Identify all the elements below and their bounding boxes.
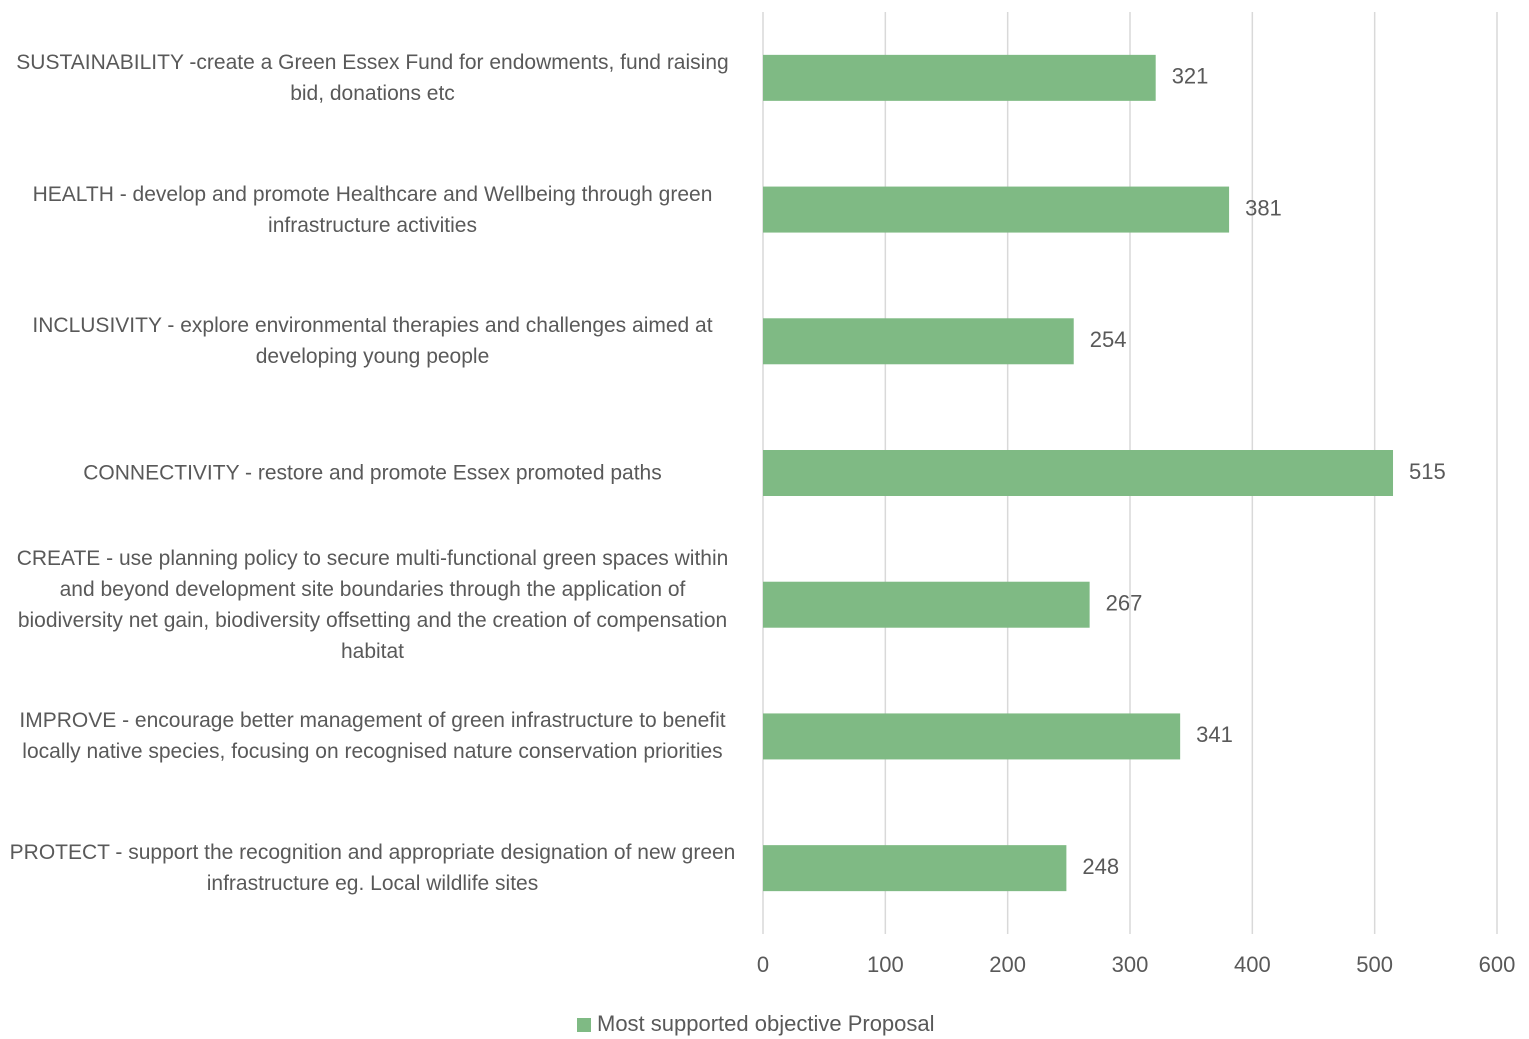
data-label: 248 xyxy=(1082,854,1119,879)
y-tick-label: PROTECT - support the recognition and ap… xyxy=(9,841,736,896)
y-tick-label: CREATE - use planning policy to secure m… xyxy=(16,546,729,663)
x-tick-label: 100 xyxy=(867,952,904,977)
x-tick-label: 500 xyxy=(1356,952,1393,977)
bar xyxy=(763,318,1074,365)
bar xyxy=(763,54,1156,101)
bar xyxy=(763,581,1090,628)
y-tick-label: IMPROVE - encourage better management of… xyxy=(19,709,726,764)
data-label: 254 xyxy=(1090,327,1127,352)
data-label: 321 xyxy=(1172,64,1209,89)
data-label: 515 xyxy=(1409,459,1446,484)
bar xyxy=(763,845,1067,892)
bar xyxy=(763,713,1181,760)
x-tick-label: 200 xyxy=(989,952,1026,977)
y-tick-label: INCLUSIVITY - explore environmental ther… xyxy=(32,314,713,369)
data-label: 381 xyxy=(1245,195,1282,220)
bar xyxy=(763,186,1230,233)
legend-label: Most supported objective Proposal xyxy=(597,1011,935,1036)
y-tick-label: SUSTAINABILITY -create a Green Essex Fun… xyxy=(16,50,729,105)
data-label: 267 xyxy=(1106,591,1143,616)
legend-swatch xyxy=(577,1018,591,1032)
x-tick-label: 0 xyxy=(757,952,769,977)
x-tick-label: 400 xyxy=(1234,952,1271,977)
x-tick-label: 600 xyxy=(1479,952,1516,977)
bar xyxy=(763,450,1394,496)
data-label: 341 xyxy=(1196,722,1233,747)
y-tick-label: CONNECTIVITY - restore and promote Essex… xyxy=(83,461,662,485)
x-tick-label: 300 xyxy=(1112,952,1149,977)
y-tick-label: HEALTH - develop and promote Healthcare … xyxy=(32,182,713,237)
